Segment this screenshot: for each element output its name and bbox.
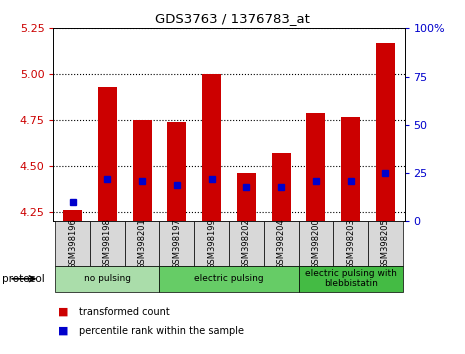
Text: ■: ■ [58, 326, 69, 336]
FancyBboxPatch shape [229, 221, 264, 266]
Text: GSM398198: GSM398198 [103, 218, 112, 269]
Bar [133, 120, 152, 221]
FancyBboxPatch shape [90, 221, 125, 266]
Bar [202, 74, 221, 221]
Text: GSM398202: GSM398202 [242, 218, 251, 269]
Text: protocol: protocol [2, 274, 45, 284]
FancyBboxPatch shape [299, 266, 403, 292]
Text: GSM398204: GSM398204 [277, 218, 286, 269]
Bar [341, 116, 360, 221]
Bar [63, 210, 82, 221]
Text: no pulsing: no pulsing [84, 274, 131, 283]
Bar [237, 173, 256, 221]
Bar [376, 43, 395, 221]
Text: ■: ■ [58, 307, 69, 316]
Text: transformed count: transformed count [79, 307, 170, 316]
Text: GSM398203: GSM398203 [346, 218, 355, 269]
FancyBboxPatch shape [159, 221, 194, 266]
Text: GDS3763 / 1376783_at: GDS3763 / 1376783_at [155, 12, 310, 25]
Text: GSM398197: GSM398197 [173, 218, 181, 269]
Text: GSM398196: GSM398196 [68, 218, 77, 269]
FancyBboxPatch shape [299, 221, 333, 266]
Text: GSM398205: GSM398205 [381, 218, 390, 269]
Bar [167, 122, 186, 221]
FancyBboxPatch shape [333, 221, 368, 266]
Text: electric pulsing with
blebbistatin: electric pulsing with blebbistatin [305, 269, 397, 289]
Text: electric pulsing: electric pulsing [194, 274, 264, 283]
Bar [272, 153, 291, 221]
Bar [98, 87, 117, 221]
Text: GSM398200: GSM398200 [312, 218, 320, 269]
Bar [306, 113, 325, 221]
Text: GSM398201: GSM398201 [138, 218, 146, 269]
FancyBboxPatch shape [194, 221, 229, 266]
Text: GSM398199: GSM398199 [207, 218, 216, 269]
FancyBboxPatch shape [55, 266, 159, 292]
FancyBboxPatch shape [125, 221, 159, 266]
FancyBboxPatch shape [368, 221, 403, 266]
FancyBboxPatch shape [159, 266, 299, 292]
Text: percentile rank within the sample: percentile rank within the sample [79, 326, 244, 336]
FancyBboxPatch shape [55, 221, 90, 266]
FancyBboxPatch shape [264, 221, 299, 266]
